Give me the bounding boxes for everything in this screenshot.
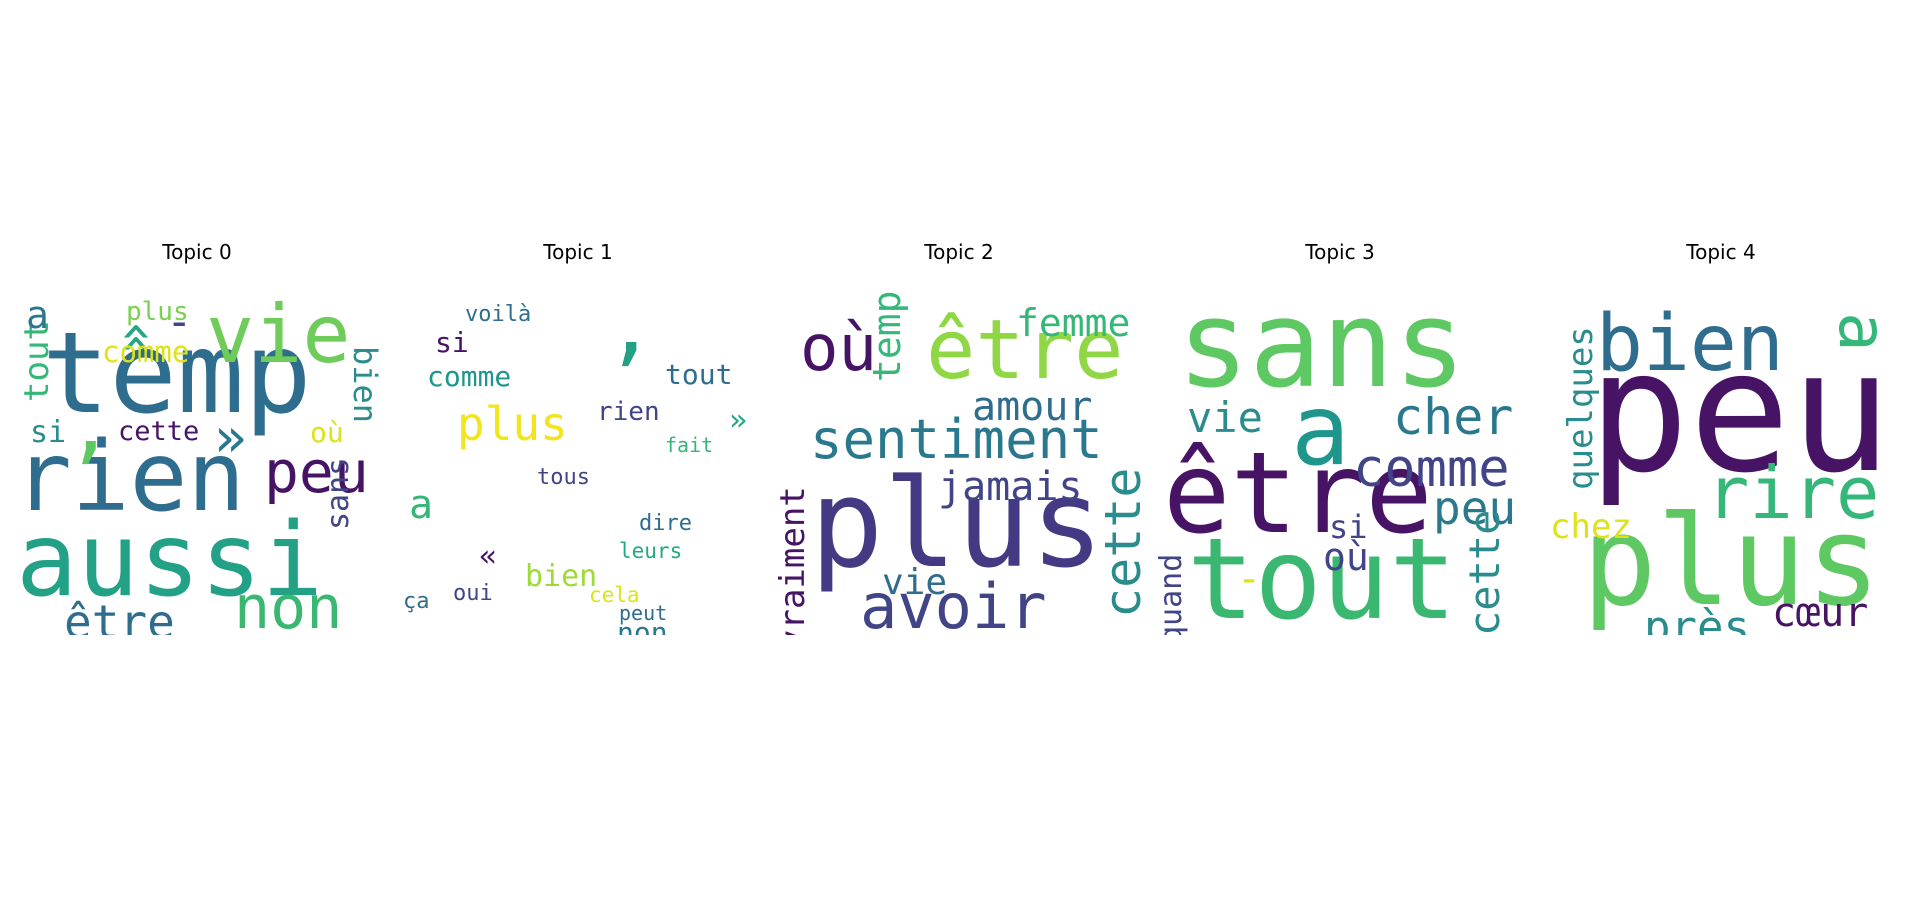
word-guillemet-close: » xyxy=(214,406,247,469)
panel-title: Topic 0 xyxy=(162,240,232,264)
word-sans: sans xyxy=(1177,276,1466,415)
word-tout: tout xyxy=(1187,515,1457,635)
word-apostrophe: ’ xyxy=(64,428,112,521)
word-cette: cette xyxy=(1460,510,1509,635)
word-dash: - xyxy=(166,296,193,347)
word-a: a xyxy=(1824,312,1901,352)
word-pres: près xyxy=(1644,602,1750,635)
word-cette: cette xyxy=(1094,467,1148,618)
word-etre: être xyxy=(1163,429,1433,559)
word-ou: où xyxy=(310,416,344,449)
word-voila: voilà xyxy=(465,302,531,327)
word-sans: sans xyxy=(321,458,356,530)
panel-title: Topic 4 xyxy=(1686,240,1756,264)
word-etre: être xyxy=(926,303,1123,398)
word-vraiment: vraiment xyxy=(773,486,813,635)
panel-title: Topic 3 xyxy=(1305,240,1375,264)
wordcloud-svg: temp aussi rien vie non peu être ’ » « b… xyxy=(14,288,384,635)
word-temp: temp xyxy=(42,309,312,439)
word-plus: plus xyxy=(1582,490,1881,634)
word-jamais: jamais xyxy=(938,464,1083,510)
wordcloud-panel-topic-3: Topic 3 sans être tout a comme cher vie … xyxy=(1151,240,1529,660)
wordcloud-topic-1: ’ plus comme a tout rien si voilà » fait… xyxy=(389,270,767,635)
word-sentiment: sentiment xyxy=(810,408,1103,471)
wordcloud-topic-3: sans être tout a comme cher vie peu cett… xyxy=(1151,270,1529,635)
word-cher: cher xyxy=(1393,388,1513,446)
panel-title: Topic 2 xyxy=(924,240,994,264)
word-rire: rire xyxy=(1706,451,1879,535)
word-fait: fait xyxy=(665,433,713,457)
panel-title: Topic 1 xyxy=(543,240,613,264)
word-cette: cette xyxy=(118,416,199,447)
word-rien: rien xyxy=(14,421,245,533)
wordcloud-topic-2: plus être sentiment avoir où cette femme… xyxy=(770,270,1148,635)
word-bien: bien xyxy=(1596,299,1784,389)
word-dash: - xyxy=(1237,556,1261,602)
word-comme: comme xyxy=(102,335,189,369)
word-peu: peu xyxy=(1433,481,1516,535)
word-a: a xyxy=(26,293,49,337)
word-ou: où xyxy=(800,312,877,386)
word-non: non xyxy=(617,616,668,635)
word-si: si xyxy=(30,415,66,450)
word-peut: peut xyxy=(619,601,667,625)
word-plus: plus xyxy=(457,397,568,451)
word-leurs: leurs xyxy=(619,539,682,563)
word-ca: ça xyxy=(403,589,430,614)
word-quand: quand xyxy=(1154,554,1189,635)
word-monde: monde xyxy=(1197,631,1287,635)
word-amour: amour xyxy=(972,384,1092,430)
word-guillemet-open: « xyxy=(107,322,170,355)
word-bien: bien xyxy=(346,346,384,423)
wordcloud-panel-topic-4: Topic 4 peu plus bien rire a quelques ch… xyxy=(1532,240,1910,660)
word-hommes: hommes xyxy=(1321,633,1429,635)
wordcloud-svg: peu plus bien rire a quelques chez près … xyxy=(1550,299,1901,635)
word-peu: peu xyxy=(264,438,369,506)
word-comme: comme xyxy=(427,360,511,393)
word-comme: comme xyxy=(1353,439,1510,499)
word-aussi: aussi xyxy=(16,501,323,620)
wordcloud-topic-0: temp aussi rien vie non peu être ’ » « b… xyxy=(8,270,386,635)
word-bien: bien xyxy=(525,559,597,594)
word-rien: rien xyxy=(597,397,660,427)
word-guillemet-open: « xyxy=(479,539,497,574)
wordcloud-topic-4: peu plus bien rire a quelques chez près … xyxy=(1532,270,1910,635)
word-a: a xyxy=(409,482,433,528)
word-dire: dire xyxy=(639,511,692,536)
word-vie: vie xyxy=(206,288,351,381)
word-tout: tout xyxy=(665,358,732,391)
word-si: si xyxy=(435,326,469,359)
wordcloud-svg: plus être sentiment avoir où cette femme… xyxy=(773,290,1148,635)
word-si: si xyxy=(1329,508,1368,546)
word-ou: où xyxy=(1323,535,1369,579)
wordcloud-svg: ’ plus comme a tout rien si voilà » fait… xyxy=(403,302,747,635)
word-tous: tous xyxy=(537,465,590,490)
word-chez: chez xyxy=(1550,507,1632,547)
wordcloud-panel-topic-2: Topic 2 plus être sentiment avoir où cet… xyxy=(770,240,1148,660)
word-plus: plus xyxy=(810,453,1104,595)
word-coeur: cœur xyxy=(1772,590,1868,635)
word-a: a xyxy=(1291,374,1350,488)
wordcloud-svg: sans être tout a comme cher vie peu cett… xyxy=(1154,276,1516,635)
word-cela: cela xyxy=(589,583,640,607)
word-temp: temp xyxy=(865,290,909,382)
word-oui: oui xyxy=(453,581,493,606)
word-tout: tout xyxy=(17,320,57,402)
word-peu: peu xyxy=(1588,314,1891,510)
word-plus: plus xyxy=(126,297,189,327)
word-vie: vie xyxy=(882,562,947,603)
word-guillemet-close: » xyxy=(729,403,747,438)
word-non: non xyxy=(234,573,342,635)
word-apostrophe: ’ xyxy=(603,328,654,426)
word-avoir: avoir xyxy=(860,570,1047,635)
word-vie: vie xyxy=(1187,393,1263,442)
wordcloud-panel-topic-1: Topic 1 ’ plus comme a tout rien si voil… xyxy=(389,240,767,660)
word-femme: femme xyxy=(1016,301,1130,345)
wordcloud-panel-topic-0: Topic 0 temp aussi rien vie non peu être… xyxy=(8,240,386,660)
word-quelques: quelques xyxy=(1561,326,1601,490)
word-etre: être xyxy=(64,595,175,635)
